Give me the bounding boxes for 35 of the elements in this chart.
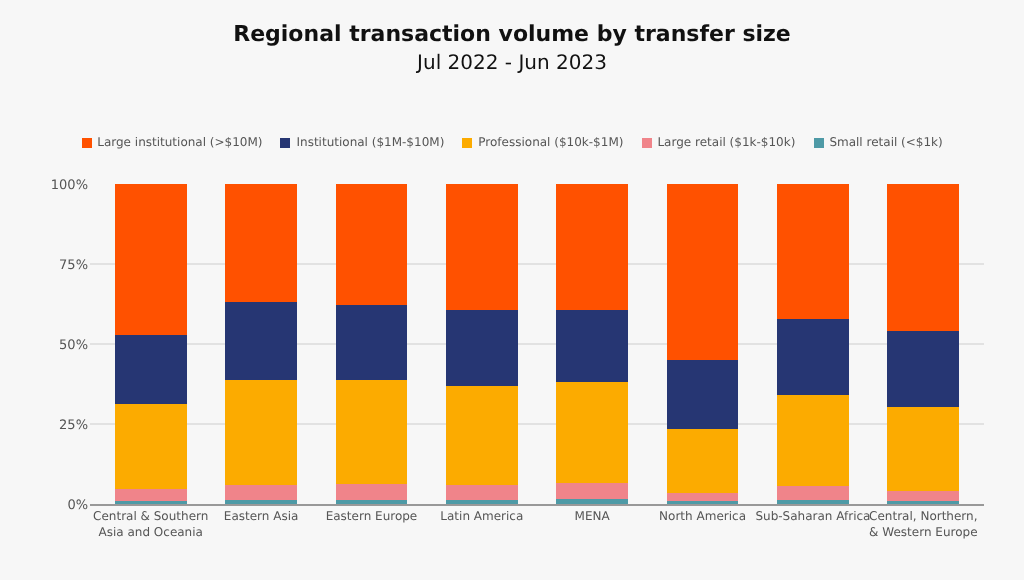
bar (666, 184, 739, 360)
bar (887, 490, 960, 502)
bar (556, 482, 629, 499)
bar (335, 184, 408, 305)
bar (335, 304, 408, 380)
bar (556, 184, 629, 311)
bar (114, 488, 187, 502)
bar (225, 485, 297, 500)
bar (445, 385, 518, 486)
chart-title: Regional transaction volume by transfer size (233, 20, 791, 47)
bar (114, 334, 187, 404)
bar (777, 394, 849, 487)
bar (556, 498, 629, 504)
bar (445, 309, 518, 386)
bar (114, 184, 187, 335)
bar (666, 360, 739, 430)
bar (335, 484, 408, 500)
bar (666, 493, 739, 502)
bar (887, 184, 960, 331)
bar (445, 485, 518, 500)
bar (666, 429, 739, 494)
bar (556, 382, 629, 483)
bar (777, 184, 849, 320)
bar (887, 330, 960, 408)
bar (777, 319, 849, 395)
bar (225, 301, 297, 381)
bar (225, 184, 297, 302)
bar (887, 407, 960, 491)
bar (335, 379, 408, 485)
bar (777, 486, 849, 500)
bar (445, 184, 518, 310)
chart-subtitle: Jul 2022 - Jun 2023 (415, 53, 607, 76)
bar (225, 380, 297, 486)
bar (556, 310, 629, 383)
bar (114, 403, 187, 489)
